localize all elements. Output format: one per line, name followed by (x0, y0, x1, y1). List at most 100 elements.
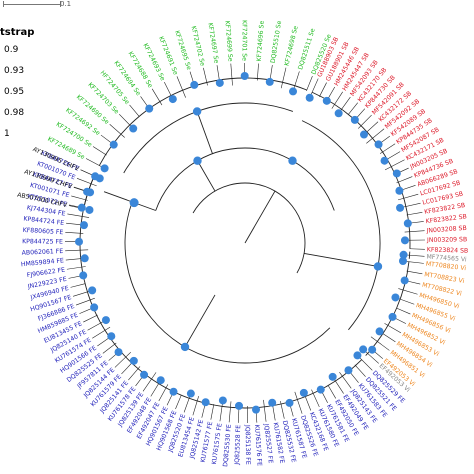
bootstrap-node (403, 219, 412, 228)
tip-branch (92, 326, 111, 339)
tip-branch (75, 297, 95, 306)
tip-branch (142, 372, 157, 392)
tip-branch (65, 232, 84, 234)
legend-item: 0.9 (4, 45, 19, 55)
bootstrap-node (129, 124, 138, 133)
bootstrap-node (129, 198, 139, 208)
branch-b (184, 294, 216, 348)
tip-label: JQ825527 FE (262, 422, 274, 463)
bootstrap-node (252, 405, 261, 414)
bootstrap-node (392, 169, 401, 178)
bootstrap-node (218, 396, 227, 405)
tip-branch (175, 395, 182, 410)
tip-branch (406, 211, 423, 216)
bootstrap-node (334, 109, 343, 118)
bootstrap-node (90, 303, 99, 312)
bootstrap-node (193, 156, 202, 165)
tip-label: MT708820 Vi (425, 261, 466, 273)
inner-arc-redorange (301, 120, 381, 331)
scale-bar (3, 4, 61, 5)
bootstrap-node (79, 271, 88, 280)
bootstrap-node (186, 389, 195, 398)
bootstrap-node (215, 78, 224, 87)
tip-branch (306, 75, 313, 92)
bootstrap-node (201, 398, 210, 407)
bootstrap-node (168, 95, 177, 104)
tip-label: KF724702 Se (190, 25, 206, 67)
bootstrap-node (156, 376, 165, 385)
bootstrap-node (100, 164, 109, 173)
bootstrap-node (399, 250, 408, 259)
bootstrap-node (359, 345, 368, 354)
tip-label: KF724699 Se (223, 21, 233, 63)
inner-arc-green (123, 102, 294, 174)
bootstrap-node (368, 345, 377, 354)
tip-branch (396, 307, 411, 315)
bootstrap-node (350, 115, 359, 124)
tip-branch (109, 124, 125, 138)
tip-label: JN003208 SB (425, 225, 467, 235)
tree-branches (65, 62, 425, 423)
tip-branch (280, 67, 287, 89)
bootstrap-node (79, 221, 88, 230)
tip-branch (92, 146, 107, 156)
bootstrap-node (101, 316, 110, 325)
tip-branch (409, 248, 425, 250)
bootstrap-node (145, 104, 154, 113)
bootstrap-node (398, 256, 407, 265)
bootstrap-node (400, 236, 409, 245)
tip-branch (151, 88, 163, 106)
bootstrap-node (109, 140, 118, 149)
bootstrap-node (192, 107, 202, 116)
tip-branch (384, 323, 402, 334)
tip-branch (319, 82, 327, 97)
tip-label: KF724701 Se (241, 20, 248, 61)
tip-branch (358, 114, 372, 129)
tip-label: KU761576 FE (253, 424, 263, 466)
tip-branch (228, 401, 232, 423)
tip-branch (83, 314, 98, 323)
tip-label: KF724698 Se (284, 25, 300, 67)
tip-label: MF774565 Vi (426, 253, 467, 263)
legend-item: 0.95 (4, 87, 25, 97)
tip-branch (102, 342, 117, 354)
bootstrap-node (400, 276, 409, 285)
inner-arc-top (155, 147, 335, 211)
bootstrap-nodes (75, 72, 412, 414)
tip-label: KF823822 SB (425, 213, 467, 225)
backbone-arc (192, 182, 306, 274)
tip-label: KP844724 FE (23, 215, 64, 226)
tip-branch (128, 366, 141, 381)
tip-label: JQ825138 FE (244, 424, 252, 465)
bootstrap-node (391, 293, 400, 302)
tip-branch (256, 63, 259, 81)
bootstrap-node (77, 203, 86, 212)
tip-branch (76, 178, 97, 187)
bootstrap-node (285, 398, 294, 407)
tip-branch (129, 104, 140, 117)
legend-item: 0.93 (4, 66, 25, 76)
tip-branch (263, 399, 267, 422)
bootstrap-node (328, 372, 337, 381)
bootstrap-node (374, 140, 383, 149)
tip-branch (354, 364, 366, 377)
tip-branch (370, 336, 390, 351)
bootstrap-node (107, 332, 116, 341)
tip-branch (70, 283, 86, 288)
bootstrap-node (322, 96, 331, 105)
tip-label: DQ825530 FE (222, 424, 233, 467)
bootstrap-node (305, 93, 314, 102)
bootstrap-node (265, 77, 274, 86)
bootstrap-node (88, 286, 97, 295)
tip-branch (114, 351, 132, 368)
tip-branch (192, 396, 199, 416)
bootstrap-node (353, 351, 362, 360)
tip-branch (71, 195, 88, 201)
tip-label: DQ825510 Se (270, 20, 283, 64)
bootstrap-node (91, 172, 100, 181)
tip-branch (331, 91, 343, 109)
tip-branch (158, 384, 169, 402)
tip-branch (327, 385, 337, 399)
scale-tick-left (3, 1, 4, 7)
